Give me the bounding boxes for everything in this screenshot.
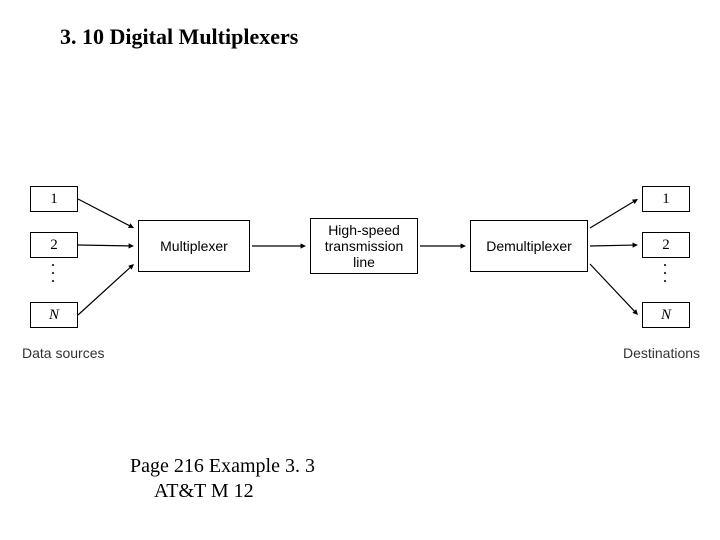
arrow-out-2 [582, 237, 646, 254]
arrow-out-1 [582, 191, 646, 236]
demultiplexer-box: Demultiplexer [470, 220, 588, 272]
arrow-in-1 [70, 191, 142, 236]
arrow-in-2 [70, 237, 142, 254]
arrow-in-3 [70, 256, 142, 323]
footer-line-1: Page 216 Example 3. 3 [130, 454, 315, 479]
destination-box-n: N [642, 302, 690, 328]
arrow-mid-2 [412, 238, 474, 254]
multiplexer-box: Multiplexer [138, 220, 250, 272]
transmission-line-box: High-speedtransmissionline [310, 218, 418, 274]
arrow-out-3 [582, 256, 646, 323]
destination-box-2: 2 [642, 232, 690, 258]
arrow-mid-1 [244, 238, 314, 254]
footer-block: Page 216 Example 3. 3 AT&T M 12 [130, 454, 315, 504]
section-title: 3. 10 Digital Multiplexers [60, 24, 298, 50]
destination-box-1: 1 [642, 186, 690, 212]
destination-ellipsis-icon [664, 264, 666, 282]
footer-line-2: AT&T M 12 [130, 479, 315, 504]
source-ellipsis-icon [52, 264, 54, 282]
data-sources-label: Data sources [22, 345, 104, 361]
destinations-label: Destinations [623, 345, 700, 361]
